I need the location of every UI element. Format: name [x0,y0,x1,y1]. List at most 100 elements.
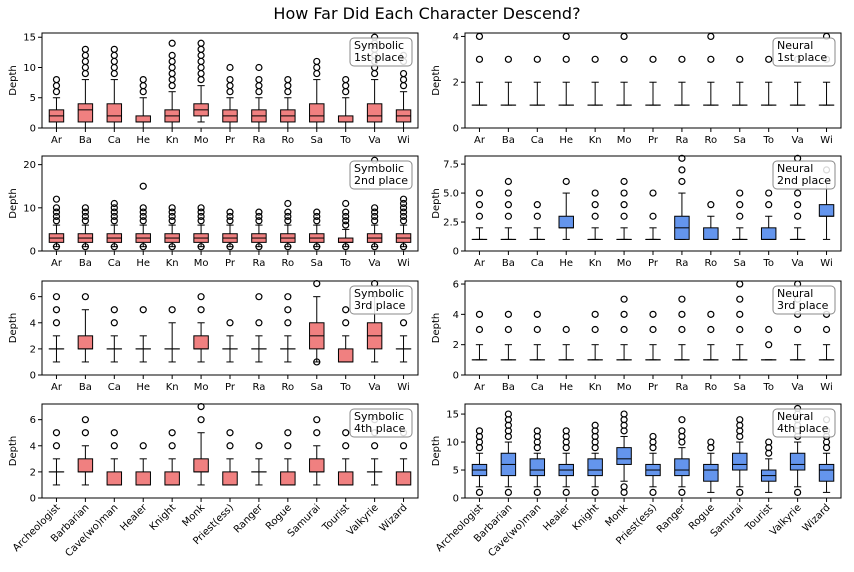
x-tick-label: Ba [79,135,92,146]
x-tick-label: Kn [589,382,602,393]
outlier-point [198,71,204,77]
box-Ro [704,33,718,105]
y-tick-label: 2 [453,340,459,351]
outlier-point [679,327,685,333]
outlier-point [82,64,88,70]
box-Ro [704,311,718,359]
box-Ra [675,296,689,360]
box-Pr [646,190,660,239]
box-Ra [252,294,266,362]
box-Ba [501,311,515,359]
panel-title-line: 4th place [777,422,829,435]
x-tick-label: Ba [79,258,92,269]
box-Pr [223,209,237,250]
outlier-point [621,213,627,219]
panel-title-line: 1st place [354,51,404,64]
box-Samurai [310,417,324,485]
outlier-point [198,307,204,313]
outlier-point [592,56,598,62]
box-Ba [78,294,92,362]
box-Wi [819,311,833,359]
outlier-point [621,327,627,333]
x-tick-label: Ca [108,258,121,269]
outlier-point [476,311,482,317]
outlier-point [592,327,598,333]
outlier-point [198,46,204,52]
box-Ra [675,155,689,239]
iqr-box [338,116,352,122]
outlier-point [227,320,233,326]
outlier-point [737,296,743,302]
y-tick-label: 0 [30,124,36,135]
box-Mo [194,205,208,250]
box-Ranger [675,417,689,496]
box-Pr [223,320,237,362]
y-tick-label: 2 [30,467,36,478]
iqr-box [338,472,352,485]
outlier-point [53,430,59,436]
outlier-point [795,489,801,495]
box-Knight [588,422,602,495]
x-tick-label: Knight [148,502,179,533]
box-Ca [107,307,121,362]
iqr-box [107,472,121,485]
outlier-point [476,202,482,208]
box-Rogue [704,439,718,492]
outlier-point [708,56,714,62]
outlier-point [650,311,656,317]
chart-panel-7: 0246DepthArcheologistBarbarianCave(wo)ma… [8,404,418,560]
iqr-box [367,104,381,122]
outlier-point [53,196,59,202]
box-Ba [501,178,515,239]
outlier-point [401,83,407,89]
outlier-point [198,52,204,58]
outlier-point [53,77,59,83]
box-Archeologist [472,428,486,496]
x-tick-label: Pr [648,135,659,146]
x-tick-label: Wi [820,258,832,269]
panel-title-line: 2nd place [354,174,408,187]
box-Priest(ess) [223,430,237,485]
outlier-point [82,46,88,52]
x-tick-label: Sa [311,382,323,393]
outlier-point [53,320,59,326]
outlier-point [314,64,320,70]
x-tick-label: Ba [502,135,515,146]
iqr-box [194,336,208,349]
outlier-point [343,443,349,449]
y-axis-label: Depth [8,188,19,218]
outlier-point [621,56,627,62]
box-Ar [49,77,63,128]
x-tick-label: Healer [118,502,150,534]
x-tick-label: Monk [603,502,630,529]
x-tick-label: Ra [675,382,688,393]
outlier-point [505,178,511,184]
box-Mo [617,178,631,239]
box-Sa [733,56,747,105]
box-He [136,77,150,128]
box-Ar [49,294,63,362]
box-Ra [252,64,266,128]
x-tick-label: He [559,258,573,269]
outlier-point [505,56,511,62]
iqr-box [194,459,208,472]
x-tick-label: Mo [194,382,209,393]
x-tick-label: To [339,382,351,393]
outlier-point [169,83,175,89]
x-tick-label: Wi [820,135,832,146]
outlier-point [285,307,291,313]
iqr-box [136,116,150,122]
outlier-point [140,89,146,95]
x-tick-label: Ar [51,258,63,269]
outlier-point [372,205,378,211]
x-tick-label: Wizard [801,502,833,534]
outlier-point [314,417,320,423]
box-Ar [49,196,63,250]
box-Kn [165,205,179,250]
y-tick-label: 0 [30,371,36,382]
box-Wizard [396,430,410,485]
outlier-point [737,56,743,62]
